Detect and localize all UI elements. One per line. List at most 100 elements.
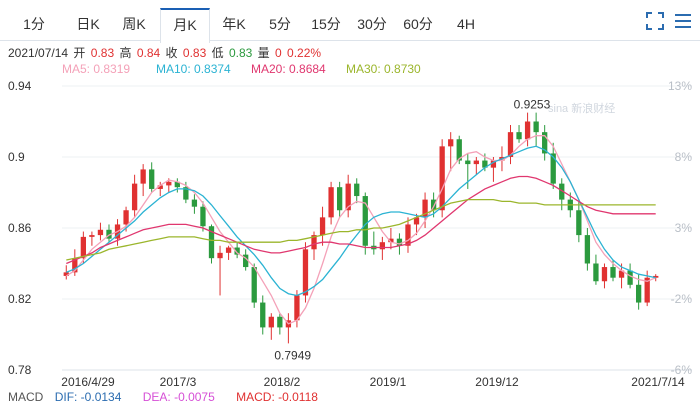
candle-body: [208, 226, 215, 259]
candle-body: [473, 160, 479, 165]
candle-body: [533, 121, 539, 133]
candle-body: [618, 270, 625, 278]
menu-icon[interactable]: [674, 12, 692, 30]
close-label: 收: [165, 46, 178, 60]
candle-body: [328, 187, 334, 218]
candle-body: [507, 132, 514, 157]
y-axis-left: 0.94 0.9 0.86 0.82 0.78: [8, 79, 32, 377]
tab-5min[interactable]: 5分: [269, 16, 291, 32]
volume-value: 0: [275, 46, 282, 60]
x-tick: 2018/2: [264, 375, 301, 389]
candle-body: [576, 210, 582, 236]
open-value: 0.83: [90, 46, 115, 60]
ma5-legend: MA5: 0.8319: [62, 62, 131, 76]
ma20-line: [66, 175, 656, 265]
x-tick: 2019/1: [370, 375, 407, 389]
candle-body: [63, 272, 69, 276]
candle-body: [465, 160, 471, 165]
candle-body: [311, 235, 317, 250]
y-tick-left: 0.94: [8, 79, 32, 93]
candle-body: [601, 267, 608, 282]
candle-body: [72, 258, 78, 273]
candle-body: [379, 242, 386, 250]
x-tick: 2017/3: [160, 375, 197, 389]
tab-30min[interactable]: 30分: [357, 16, 387, 32]
dif-value: DIF: -0.0134: [54, 390, 122, 404]
ma30-line: [66, 198, 656, 261]
candle-body: [345, 183, 351, 211]
candle-body: [80, 236, 87, 259]
candle-body: [277, 316, 283, 328]
period-tabs: 1分 日K 周K 月K 年K 5分 15分 30分 60分 4H: [0, 0, 700, 43]
high-value: 0.84: [136, 46, 161, 60]
candle-body: [430, 199, 437, 211]
info-date: 2021/07/14: [8, 46, 69, 60]
candle-body: [388, 238, 394, 243]
tab-60min[interactable]: 60分: [403, 16, 433, 32]
fullscreen-icon[interactable]: [646, 12, 664, 30]
low-value: 0.83: [228, 46, 253, 60]
kline-chart[interactable]: 0.94 0.9 0.86 0.82 0.78 13% 8% 3% -2% -6% 2016/4…: [0, 78, 700, 398]
ma5-line: [65, 135, 656, 325]
close-value: 0.83: [182, 46, 207, 60]
candle-body: [89, 235, 95, 237]
candle-body: [319, 217, 326, 236]
volume-label: 量: [257, 46, 270, 60]
x-tick: 2016/4/29: [61, 375, 115, 389]
candle-body: [336, 187, 343, 211]
candle-body: [584, 235, 591, 264]
candle-body: [559, 183, 565, 200]
candle-body: [251, 267, 257, 303]
candle-body: [174, 181, 180, 188]
change-percent: 0.22%: [287, 46, 322, 60]
y-tick-left: 0.86: [8, 221, 32, 235]
candle-body: [627, 270, 633, 285]
y-tick-right: 8%: [675, 150, 693, 164]
min-annotation: 0.7949: [274, 348, 311, 362]
candle-body: [644, 277, 650, 303]
candle-body: [422, 199, 428, 218]
tab-1min[interactable]: 1分: [23, 16, 45, 32]
candle-body: [217, 252, 223, 259]
candle-body: [260, 302, 266, 328]
ohlc-info: 2021/07/14 开 0.83 高 0.84 收 0.83 低 0.83 量…: [8, 44, 323, 61]
tab-4h[interactable]: 4H: [457, 16, 475, 32]
candle-body: [448, 139, 454, 147]
tab-monthly[interactable]: 月K: [160, 8, 210, 43]
tab-yearly[interactable]: 年K: [222, 16, 246, 32]
ma10-line: [66, 145, 656, 297]
x-tick: 2021/7/14: [631, 375, 685, 389]
y-axis-right: 13% 8% 3% -2% -6%: [668, 79, 692, 377]
candle-body: [405, 224, 411, 246]
watermark: sina 新浪财经: [548, 101, 615, 115]
y-tick-left: 0.82: [8, 292, 32, 306]
candle-body: [302, 249, 309, 296]
candle-body: [396, 238, 403, 246]
open-label: 开: [73, 46, 86, 60]
tab-15min[interactable]: 15分: [311, 16, 341, 32]
y-tick-right: 3%: [675, 221, 693, 235]
candle-body: [294, 295, 300, 321]
candle-body: [362, 196, 368, 246]
candle-body: [524, 121, 531, 140]
candle-body: [157, 185, 163, 189]
candle-body: [490, 160, 497, 168]
candle-body: [183, 187, 189, 200]
y-tick-right: -6%: [671, 363, 693, 377]
candle-body: [97, 229, 104, 236]
candle-body: [610, 267, 616, 278]
candle-body: [106, 229, 112, 239]
ma-lines: [65, 135, 656, 325]
macd-legend: MACD DIF: -0.0134 DEA: -0.0075 MACD: -0.…: [8, 390, 318, 404]
candle-body: [593, 263, 599, 282]
tab-weekly[interactable]: 周K: [122, 16, 146, 32]
ma10-legend: MA10: 0.8374: [156, 62, 231, 76]
dea-value: DEA: -0.0075: [142, 390, 215, 404]
candle-body: [653, 275, 659, 278]
candle-body: [354, 183, 360, 197]
ma30-legend: MA30: 0.8730: [346, 62, 421, 76]
ma20-legend: MA20: 0.8684: [251, 62, 326, 76]
candle-body: [243, 254, 249, 268]
tab-daily[interactable]: 日K: [76, 16, 100, 32]
candle-body: [225, 247, 232, 253]
